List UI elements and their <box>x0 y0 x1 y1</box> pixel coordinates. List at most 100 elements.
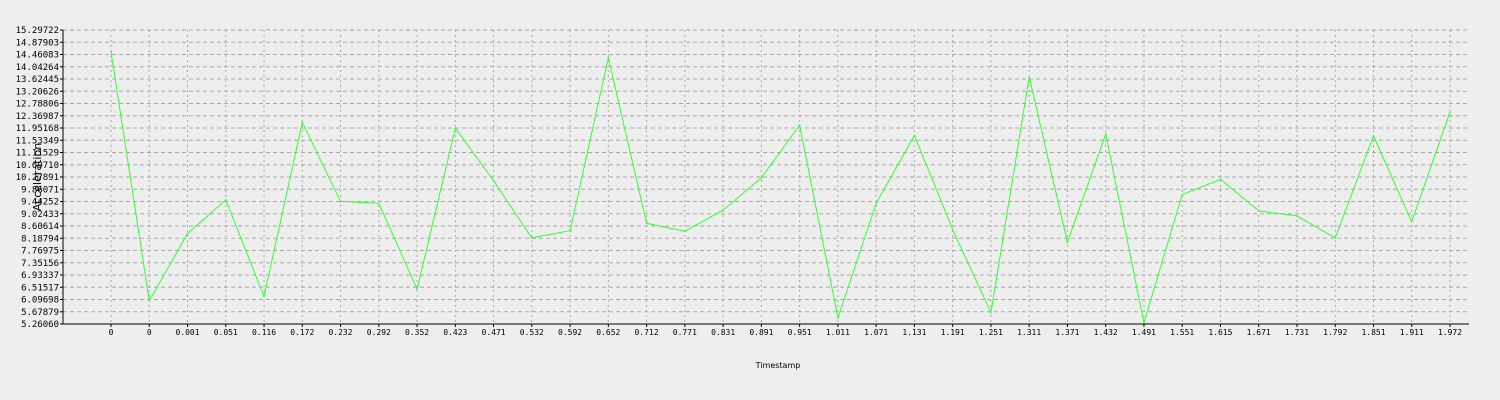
x-tick-label: 1.851 <box>1361 328 1385 337</box>
x-tick-label: 0.891 <box>749 328 773 337</box>
x-tick-label: 1.311 <box>1017 328 1041 337</box>
data-point <box>148 300 151 302</box>
series-line <box>110 51 1451 323</box>
x-tick-label: 0.232 <box>328 328 352 337</box>
x-tick-label: 1.911 <box>1400 328 1424 337</box>
data-point <box>1028 75 1030 78</box>
series <box>110 51 1451 324</box>
data-point <box>875 202 877 205</box>
x-tick-label: 0.116 <box>252 328 276 337</box>
data-point <box>301 121 304 123</box>
y-tick-label: 7.76975 <box>21 247 59 257</box>
x-tick-label: 1.615 <box>1208 328 1232 337</box>
data-point <box>722 209 724 211</box>
data-point <box>1219 178 1222 181</box>
data-point <box>798 124 801 126</box>
x-tick-label: 1.551 <box>1170 328 1194 337</box>
x-tick-label: 0 <box>147 328 152 337</box>
y-tick-label: 15.29722 <box>16 26 59 36</box>
data-point <box>1066 241 1069 244</box>
x-tick-label: 0.712 <box>635 328 659 337</box>
data-point <box>684 230 686 232</box>
data-point <box>263 295 265 298</box>
x-tick-label: 1.011 <box>826 328 850 337</box>
y-tick-label: 11.53349 <box>16 136 59 146</box>
x-tick-label: 1.972 <box>1438 328 1462 337</box>
x-tick-label: 0.771 <box>673 328 697 337</box>
y-tick-label: 8.60614 <box>21 222 59 232</box>
data-point <box>990 311 992 314</box>
x-tick-label: 0.172 <box>290 328 314 337</box>
data-point <box>837 317 839 319</box>
data-point <box>416 288 418 290</box>
y-tick-labels: 5.26060 5.67879 6.09698 6.51517 6.93337 7.351… <box>16 26 63 330</box>
data-point <box>607 56 610 59</box>
data-point <box>454 127 457 129</box>
data-point <box>1257 210 1260 212</box>
data-point <box>1104 133 1107 135</box>
grid <box>63 29 1469 324</box>
data-point <box>645 222 648 225</box>
x-tick-label: 0.652 <box>596 328 620 337</box>
x-tick-label: 1.071 <box>864 328 888 337</box>
x-tick-label: 0.001 <box>175 328 199 337</box>
x-tick-label: 0.352 <box>405 328 429 337</box>
data-point <box>569 229 571 232</box>
x-tick-labels: 0 0 0.001 0.051 0.116 0.172 0.232 0.292 0.352 0.4… <box>109 324 1462 337</box>
data-point <box>1181 193 1183 196</box>
x-tick-label: 0.592 <box>558 328 582 337</box>
y-tick-label: 13.20626 <box>16 87 59 97</box>
y-tick-label: 5.26060 <box>21 320 59 330</box>
y-tick-label: 14.87903 <box>16 38 59 48</box>
y-tick-label: 9.44252 <box>21 198 59 208</box>
x-tick-label: 1.491 <box>1132 328 1156 337</box>
x-tick-label: 0.831 <box>711 328 735 337</box>
data-point <box>1372 135 1375 137</box>
x-tick-label: 0.532 <box>520 328 544 337</box>
y-tick-label: 10.69710 <box>16 161 59 171</box>
y-tick-label: 12.36987 <box>16 112 59 122</box>
y-tick-label: 10.27891 <box>16 173 59 183</box>
y-tick-label: 7.35156 <box>21 259 59 269</box>
data-point <box>531 237 533 239</box>
data-point <box>951 228 954 231</box>
y-tick-label: 9.86071 <box>21 185 59 195</box>
y-tick-label: 11.95168 <box>16 124 59 134</box>
data-point <box>110 51 112 53</box>
data-point <box>1296 215 1298 217</box>
y-axis-title: Acceleration <box>31 143 44 211</box>
y-tick-label: 11.11529 <box>16 149 59 159</box>
y-tick-label: 14.46083 <box>16 51 59 61</box>
x-tick-label: 1.731 <box>1285 328 1309 337</box>
y-tick-label: 6.93337 <box>21 271 59 281</box>
y-tick-label: 12.78806 <box>16 100 59 110</box>
data-point <box>492 179 495 182</box>
x-tick-label: 0 <box>109 328 114 337</box>
data-point <box>1410 220 1413 223</box>
data-point <box>1449 111 1451 113</box>
data-point <box>913 134 916 137</box>
x-tick-label: 1.251 <box>979 328 1003 337</box>
y-tick-label: 14.04264 <box>16 63 59 73</box>
x-tick-label: 1.191 <box>941 328 965 337</box>
y-tick-label: 6.09698 <box>21 296 59 306</box>
data-point <box>186 232 189 235</box>
x-tick-label: 1.371 <box>1055 328 1079 337</box>
x-axis-title: Timestamp <box>755 361 801 370</box>
x-tick-label: 1.671 <box>1247 328 1271 337</box>
data-point <box>224 199 227 201</box>
data-point <box>760 177 763 179</box>
x-tick-label: 0.423 <box>443 328 467 337</box>
data-point <box>339 200 342 203</box>
x-tick-label: 1.131 <box>902 328 926 337</box>
x-tick-label: 1.792 <box>1323 328 1347 337</box>
x-tick-label: 0.051 <box>214 328 238 337</box>
y-tick-label: 6.51517 <box>21 283 59 293</box>
y-tick-label: 8.18794 <box>21 234 59 244</box>
y-tick-label: 9.02433 <box>21 210 59 220</box>
x-tick-label: 0.951 <box>788 328 812 337</box>
x-tick-label: 0.471 <box>482 328 506 337</box>
x-tick-label: 0.292 <box>367 328 391 337</box>
data-point <box>378 202 380 205</box>
